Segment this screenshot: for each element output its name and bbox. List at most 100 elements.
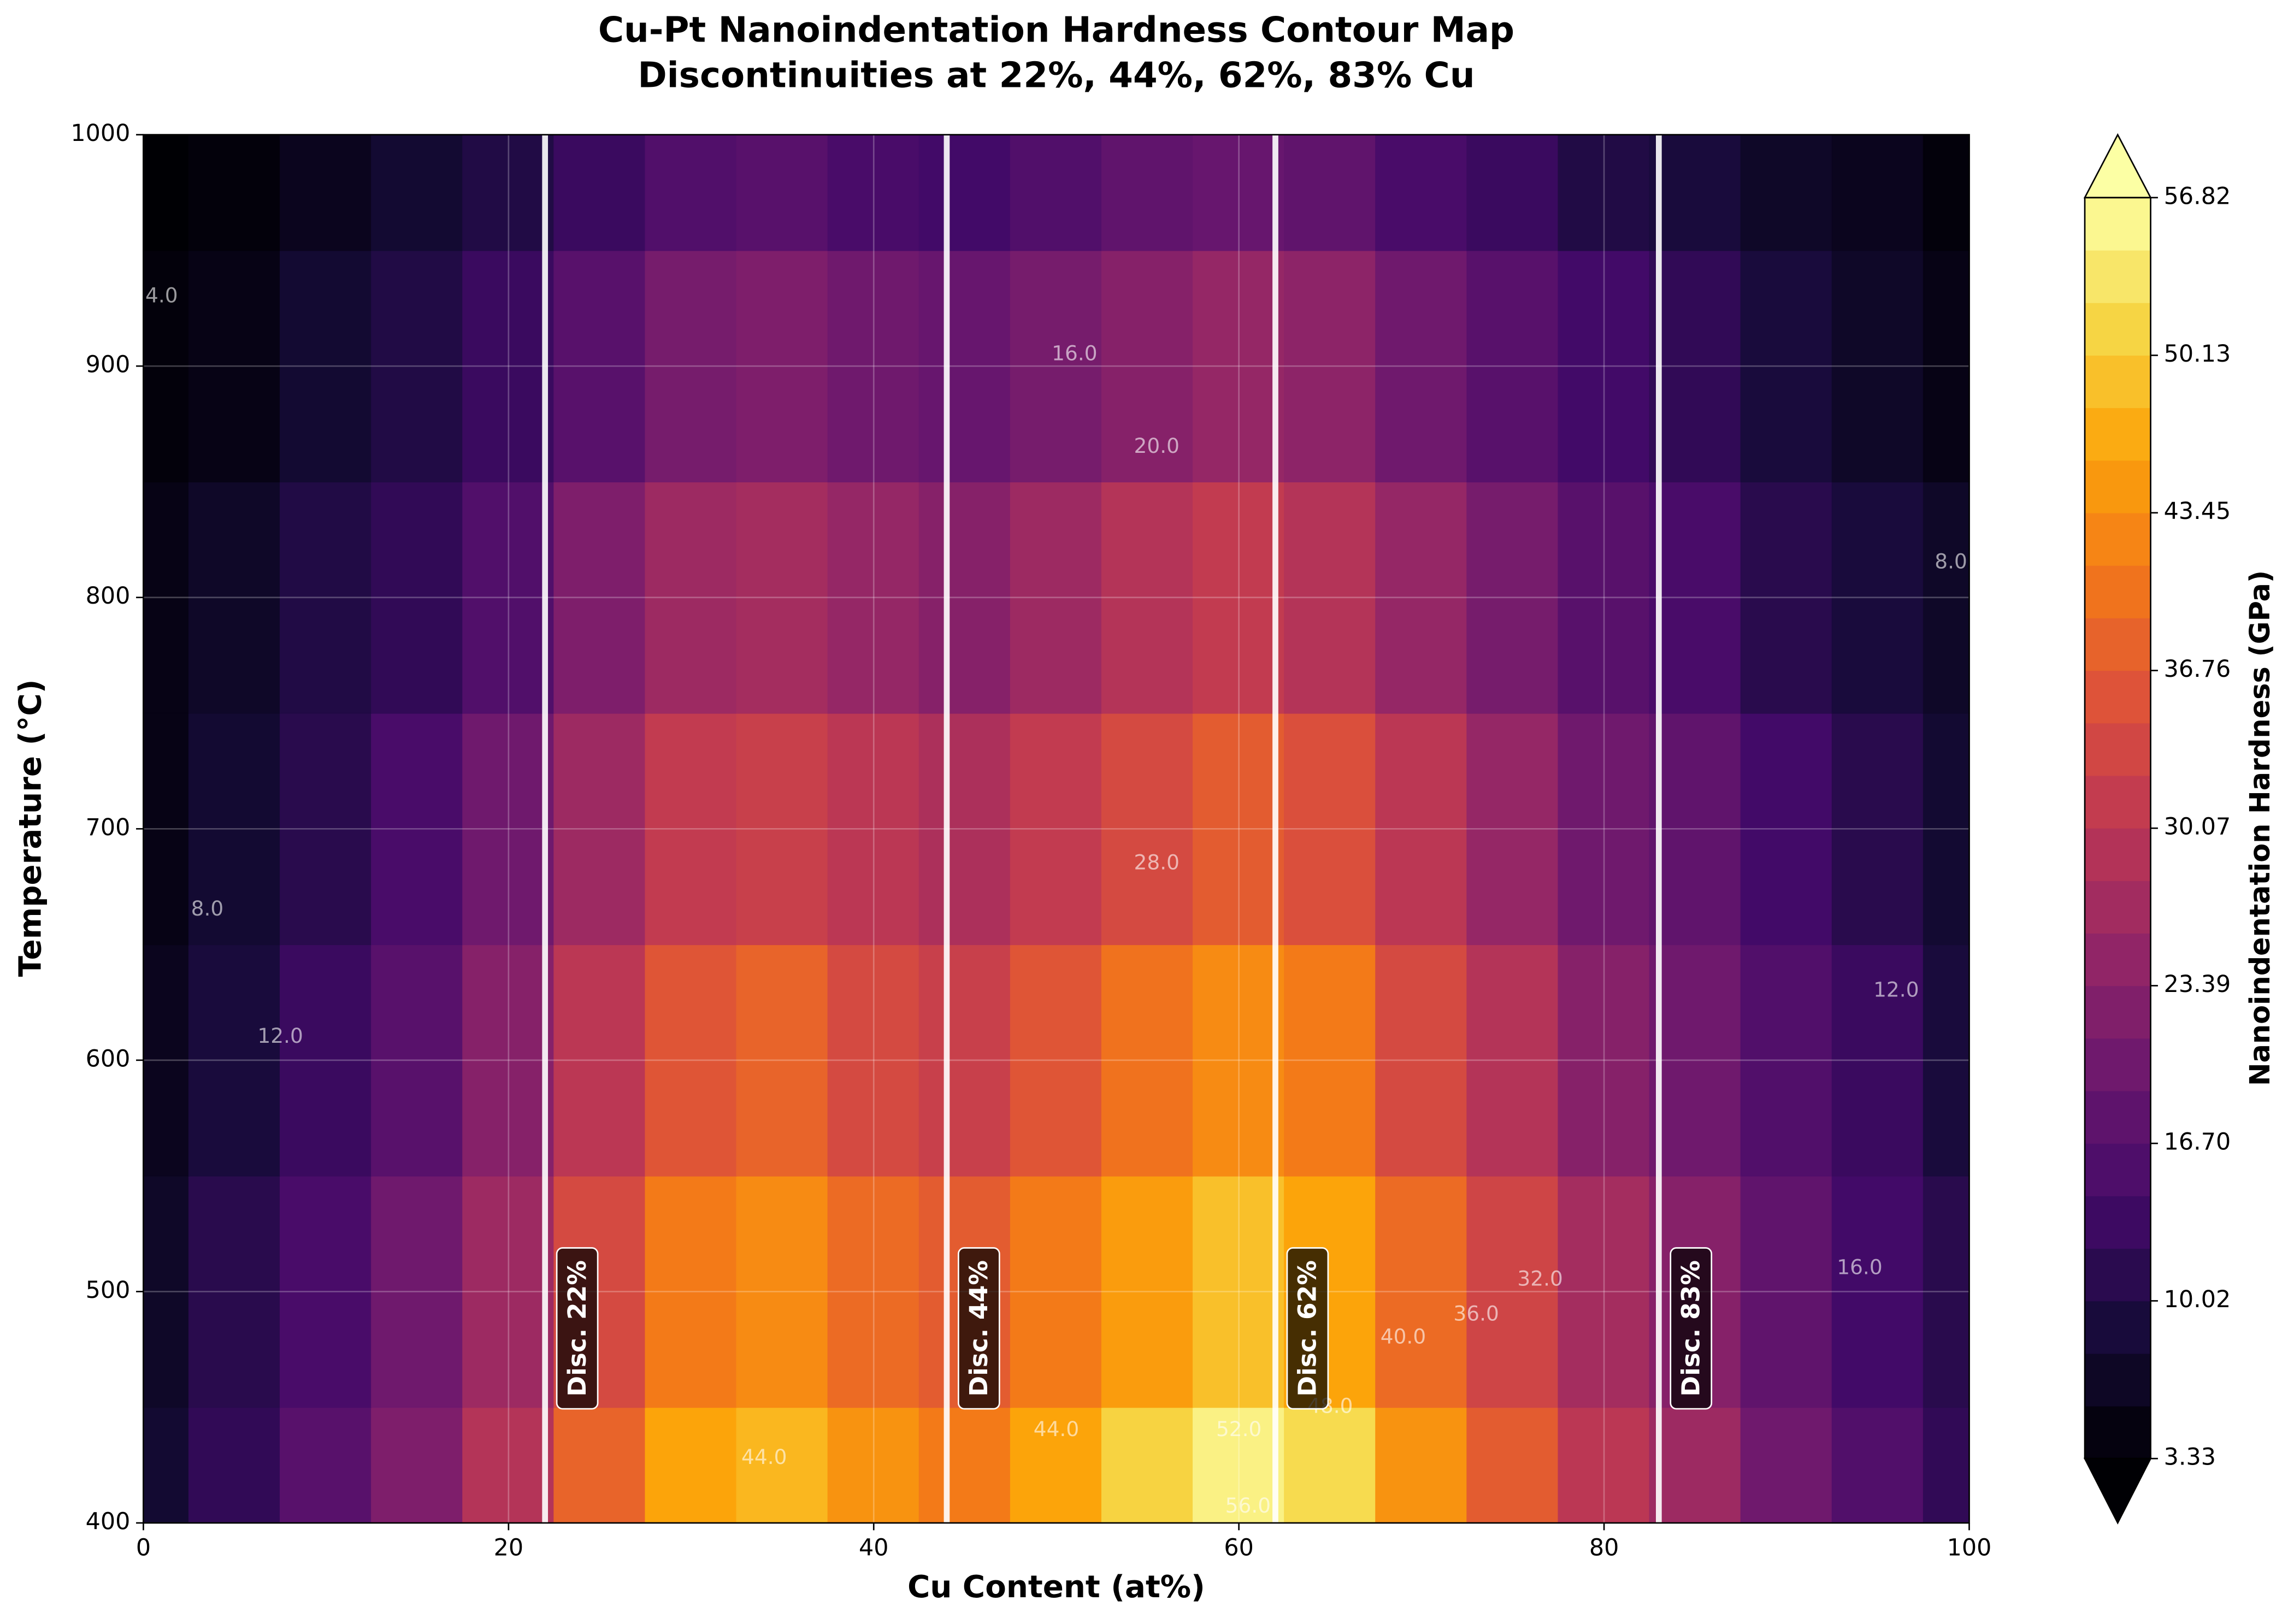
discontinuity-label-group: Disc. 83% <box>1670 1247 1713 1410</box>
hardness-cell <box>1831 481 1925 714</box>
y-tick-label: 600 <box>86 1045 131 1072</box>
hardness-cell <box>736 481 829 714</box>
hardness-cell <box>1831 250 1925 483</box>
hardness-cell <box>1831 1407 1925 1524</box>
colorbar-band <box>2084 250 2151 303</box>
hardness-cell <box>1558 481 1650 714</box>
contour-label: 44.0 <box>741 1445 787 1469</box>
discontinuity-label-box <box>1670 1247 1713 1410</box>
plot-frame <box>143 134 1970 1524</box>
hardness-cell <box>462 134 555 251</box>
colorbar-tick-label: 56.82 <box>2164 182 2231 210</box>
hardness-cell <box>1558 250 1650 483</box>
chart-title: Cu-Pt Nanoindentation Hardness Contour M… <box>598 10 1514 51</box>
hardness-cell <box>1740 1407 1833 1524</box>
hardness-cell <box>1375 944 1468 1177</box>
hardness-cell <box>553 712 646 946</box>
colorbar-tick-label: 30.07 <box>2164 813 2231 841</box>
hardness-cell <box>1558 1175 1650 1408</box>
contour-label: 12.0 <box>1873 977 1919 1001</box>
discontinuity-label: Disc. 44% <box>964 1260 993 1397</box>
hardness-cell <box>918 712 1011 946</box>
hardness-cell <box>1010 1407 1103 1524</box>
hardness-cell <box>1101 134 1194 251</box>
hardness-cell <box>1375 1175 1468 1408</box>
x-tick-label: 100 <box>1947 1534 1992 1562</box>
hardness-cell <box>143 1407 190 1524</box>
hardness-cell <box>827 134 920 251</box>
colorbar-band <box>2084 197 2151 251</box>
hardness-cell <box>645 134 738 251</box>
colorbar-band <box>2084 617 2151 671</box>
hardness-cell <box>1923 1175 1970 1408</box>
hardness-cell <box>1740 1175 1833 1408</box>
hardness-cell <box>1375 250 1468 483</box>
contour-label: 28.0 <box>1134 850 1180 874</box>
contour-label: 32.0 <box>1517 1267 1562 1291</box>
hardness-cell <box>1649 250 1742 483</box>
hardness-cell <box>1649 481 1742 714</box>
hardness-cell <box>188 1407 281 1524</box>
hardness-cell <box>1375 712 1468 946</box>
hardness-cell <box>827 1175 920 1408</box>
x-tick-label: 0 <box>136 1534 151 1562</box>
colorbar-band <box>2084 670 2151 724</box>
x-axis-label: Cu Content (at%) <box>907 1569 1205 1605</box>
colorbar-band <box>2084 565 2151 618</box>
x-tick-label: 60 <box>1224 1534 1254 1562</box>
colorbar-band <box>2084 1248 2151 1302</box>
x-tick-label: 40 <box>859 1534 889 1562</box>
hardness-cell <box>918 481 1011 714</box>
hardness-cell <box>188 481 281 714</box>
y-tick-label: 500 <box>86 1277 131 1304</box>
hardness-cell <box>280 134 373 251</box>
hardness-cell <box>143 944 190 1177</box>
hardness-cell <box>1010 712 1103 946</box>
hardness-cell <box>553 134 646 251</box>
y-tick-label: 1000 <box>70 120 130 147</box>
contour-label: 52.0 <box>1216 1417 1261 1441</box>
colorbar-tick-label: 16.70 <box>2164 1129 2231 1156</box>
hardness-cell <box>645 250 738 483</box>
colorbar-band <box>2084 460 2151 513</box>
hardness-cell <box>645 944 738 1177</box>
discontinuity-label-box <box>556 1247 599 1410</box>
colorbar-tick-label: 10.02 <box>2164 1286 2231 1313</box>
hardness-cell <box>143 1175 190 1408</box>
hardness-cell <box>1284 134 1377 251</box>
colorbar-band <box>2084 407 2151 461</box>
contour-label: 8.0 <box>191 896 224 920</box>
colorbar-tick-label: 36.76 <box>2164 655 2231 683</box>
colorbar-band <box>2084 512 2151 566</box>
discontinuity-label-box <box>1286 1247 1329 1410</box>
hardness-cell <box>462 250 555 483</box>
colorbar-band <box>2084 1195 2151 1249</box>
hardness-cell <box>1740 944 1833 1177</box>
hardness-cell <box>1101 1175 1194 1408</box>
discontinuity-label: Disc. 62% <box>1293 1260 1322 1397</box>
colorbar-band <box>2084 932 2151 987</box>
hardness-cell <box>371 481 464 714</box>
hardness-cell <box>918 134 1011 251</box>
hardness-cell <box>645 712 738 946</box>
hardness-cell <box>188 250 281 483</box>
hardness-cell <box>1831 134 1925 251</box>
y-tick-label: 900 <box>86 351 131 379</box>
hardness-cell <box>1558 1407 1650 1524</box>
hardness-cell <box>1558 134 1650 251</box>
hardness-cell <box>736 250 829 483</box>
colorbar-band <box>2084 828 2151 881</box>
colorbar-band <box>2084 1038 2151 1091</box>
x-tick-label: 80 <box>1589 1534 1619 1562</box>
colorbar-tick-label: 43.45 <box>2164 498 2231 525</box>
hardness-cell <box>553 250 646 483</box>
hardness-cell <box>1649 712 1742 946</box>
hardness-cell <box>1923 134 1970 251</box>
hardness-cell <box>1740 250 1833 483</box>
x-tick-label: 20 <box>494 1534 523 1562</box>
hardness-cell <box>188 1175 281 1408</box>
hardness-cell <box>1923 712 1970 946</box>
hardness-cell <box>1649 134 1742 251</box>
hardness-cell <box>371 1175 464 1408</box>
